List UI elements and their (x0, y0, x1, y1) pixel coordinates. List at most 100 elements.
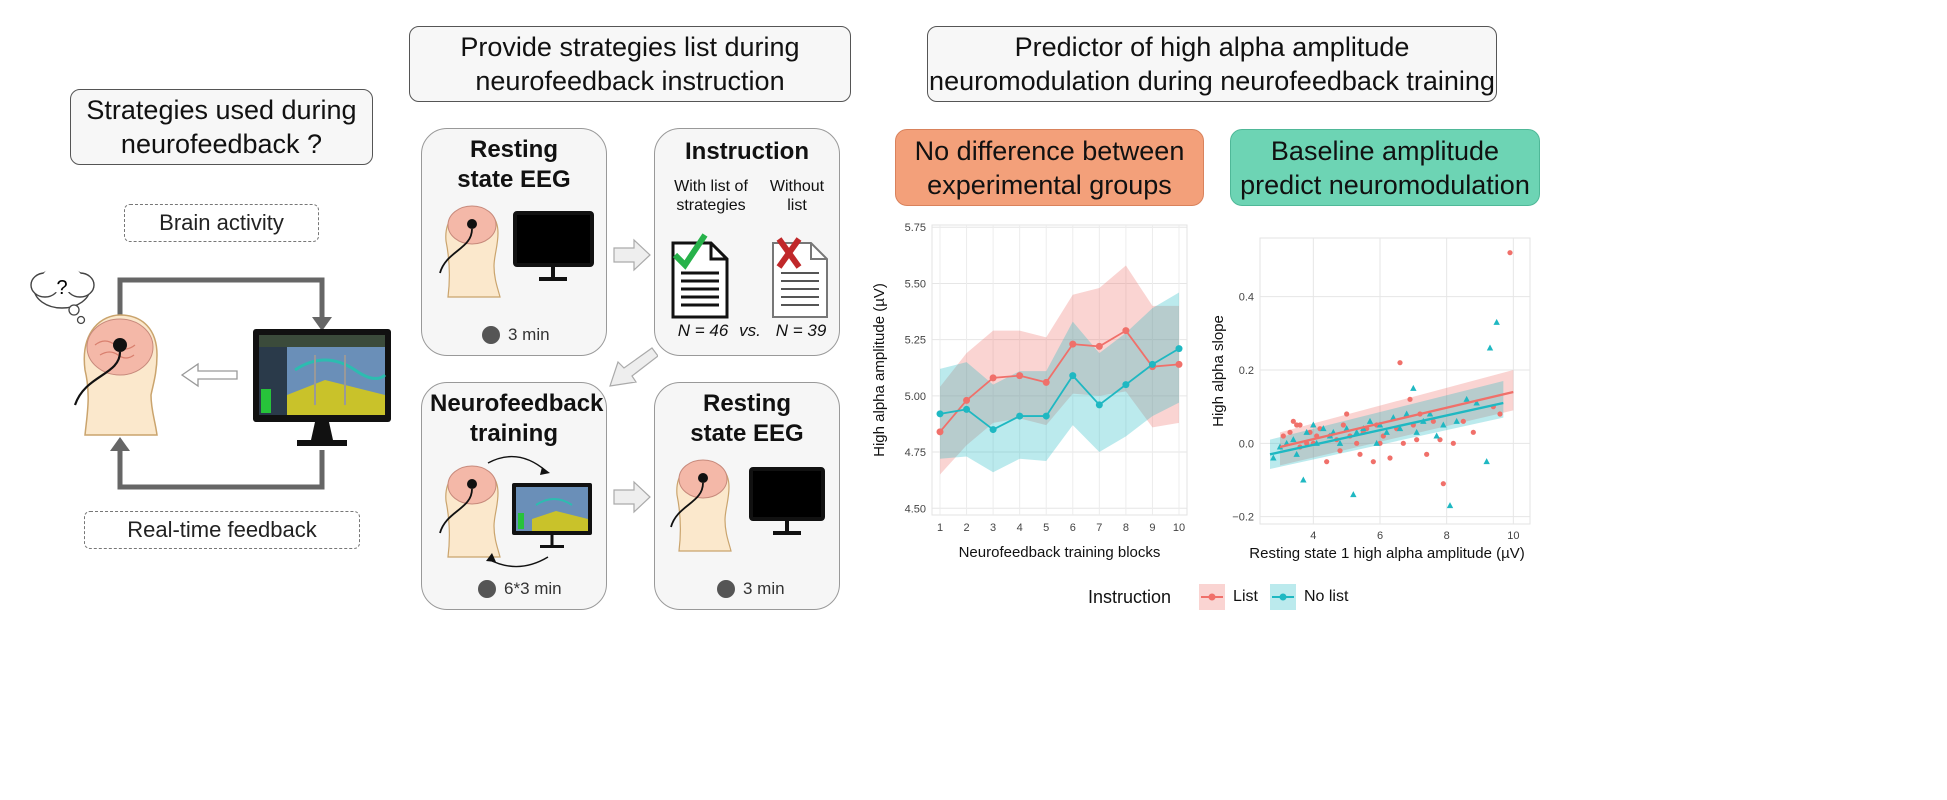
brain-activity-text: Brain activity (159, 210, 284, 235)
scatter-point-list (1354, 440, 1360, 446)
x-tick-label: 7 (1096, 522, 1102, 534)
scatter-point-nolist (1303, 428, 1310, 435)
arrow-training-to-rest2 (613, 480, 651, 514)
scatter-point-nolist (1473, 399, 1480, 406)
scatter-point-nolist (1433, 432, 1440, 439)
scatter-point-nolist (1453, 417, 1460, 424)
stopwatch-icon (478, 580, 496, 598)
scatter-point-nolist (1290, 436, 1297, 443)
x-tick-label: 9 (1149, 522, 1155, 534)
scatter-point-list (1357, 451, 1363, 457)
stopwatch-icon (717, 580, 735, 598)
resting-state-1-panel: Resting state EEG 3 min (421, 128, 607, 356)
scatter-point-list (1337, 448, 1343, 454)
scatter-point-list (1497, 411, 1503, 417)
scatter-point-nolist (1336, 439, 1344, 446)
document-with-cross-icon (772, 237, 828, 318)
x-tick-label: 3 (990, 522, 996, 534)
data-point-nolist (936, 410, 944, 418)
without-list-label: Without list (769, 178, 825, 214)
legend-nolist-key (1269, 584, 1296, 610)
scatter-point-nolist (1320, 425, 1327, 432)
data-point-nolist (963, 405, 971, 413)
line-chart: 4.50 4.75 5.00 5.25 5.50 5.75 1 2 3 4 5 6 7 8 9 10 Neuro… (871, 222, 1188, 561)
data-point-list (1095, 342, 1103, 350)
scatter-point-list (1400, 440, 1406, 446)
rest2-time: 3 min (743, 579, 785, 598)
scatter-point-nolist (1410, 384, 1417, 391)
scatter-point-nolist (1293, 450, 1300, 457)
rest2-illustration (670, 459, 825, 552)
training-illustration (439, 455, 592, 568)
scatter-point-nolist (1310, 421, 1317, 428)
scatter-point-nolist (1483, 458, 1490, 465)
instruction-panel: Instruction With list of strategies With… (654, 128, 840, 356)
scatter-point-nolist (1403, 410, 1410, 417)
y-tick-label: 4.75 (905, 447, 926, 459)
realtime-feedback-label: Real-time feedback (84, 511, 360, 549)
scatter-point-nolist (1396, 425, 1404, 432)
ci-ribbon-list (940, 265, 1179, 475)
x-tick-label: 8 (1444, 530, 1450, 542)
scatter-point-nolist (1350, 491, 1357, 498)
rest1-time: 3 min (508, 325, 550, 344)
n-with: N = 46 (677, 321, 729, 340)
feedback-arrow (180, 362, 238, 388)
y-tick-label: 5.75 (905, 222, 926, 234)
head-icon (73, 314, 158, 436)
training-timer: 6*3 min (478, 579, 562, 599)
data-point-nolist (1095, 401, 1103, 409)
y-tick-label: 5.25 (905, 335, 926, 347)
y-tick-label: 4.50 (905, 503, 926, 515)
y-tick-label: 0.0 (1239, 438, 1254, 450)
x-tick-label: 6 (1070, 522, 1076, 534)
data-point-list (1042, 378, 1050, 386)
series-line-list (939, 329, 1180, 433)
scatter-point-list (1414, 437, 1420, 443)
legend-list-key (1199, 584, 1226, 610)
scatter-point-nolist (1390, 414, 1397, 421)
legend-nolist-label: No list (1303, 588, 1349, 605)
data-point-nolist (1016, 412, 1024, 420)
scatter-point-nolist (1343, 425, 1350, 432)
scatter-point-list (1407, 396, 1413, 402)
scatter-point-list (1280, 433, 1286, 439)
scatter-point-list (1450, 440, 1456, 446)
rest1-title: Resting state EEG (457, 136, 571, 193)
training-panel: Neurofeedback training 6*3 min (421, 382, 607, 610)
series-line-nolist (939, 347, 1180, 431)
y-tick-label: 0.4 (1239, 292, 1254, 304)
n-without: N = 39 (775, 321, 827, 340)
stopwatch-icon (482, 326, 500, 344)
right-title-box: Predictor of high alpha amplitude neurom… (927, 26, 1497, 102)
scatter-point-list (1430, 418, 1436, 424)
x-tick-label: 10 (1173, 522, 1185, 534)
data-point-nolist (1175, 345, 1183, 353)
scatter-point-nolist (1353, 428, 1360, 435)
training-title: Neurofeedback training (430, 390, 604, 447)
scatter-point-list (1470, 429, 1476, 435)
scatter-point-nolist (1413, 428, 1420, 435)
resting-state-2-panel: Resting state EEG 3 min (654, 382, 840, 610)
ci-ribbon-nolist (940, 292, 1179, 473)
question-text: Strategies used during neurofeedback ? (86, 95, 357, 159)
scatter-point-list (1344, 411, 1350, 417)
scatter-point-nolist (1366, 417, 1374, 424)
y-tick-label: −0.2 (1232, 512, 1254, 524)
data-point-list (1069, 340, 1077, 348)
x-tick-label: 2 (963, 522, 969, 534)
scatter-point-list (1297, 422, 1303, 428)
scatter-point-list (1287, 429, 1293, 435)
data-point-list (1122, 327, 1130, 335)
neurofeedback-loop-diagram: ? (30, 265, 391, 490)
data-point-nolist (1069, 372, 1077, 380)
no-difference-text: No difference between experimental group… (914, 135, 1185, 200)
scatter-point-list (1324, 459, 1330, 465)
data-point-list (1175, 360, 1183, 368)
x-tick-label: 4 (1310, 530, 1316, 542)
scatter-point-nolist (1373, 439, 1380, 446)
scatter-point-nolist (1426, 410, 1434, 417)
arrow-rest1-to-instruction (613, 238, 651, 272)
x-axis-label: Neurofeedback training blocks (959, 544, 1161, 561)
middle-title-box: Provide strategies list during neurofeed… (409, 26, 851, 102)
